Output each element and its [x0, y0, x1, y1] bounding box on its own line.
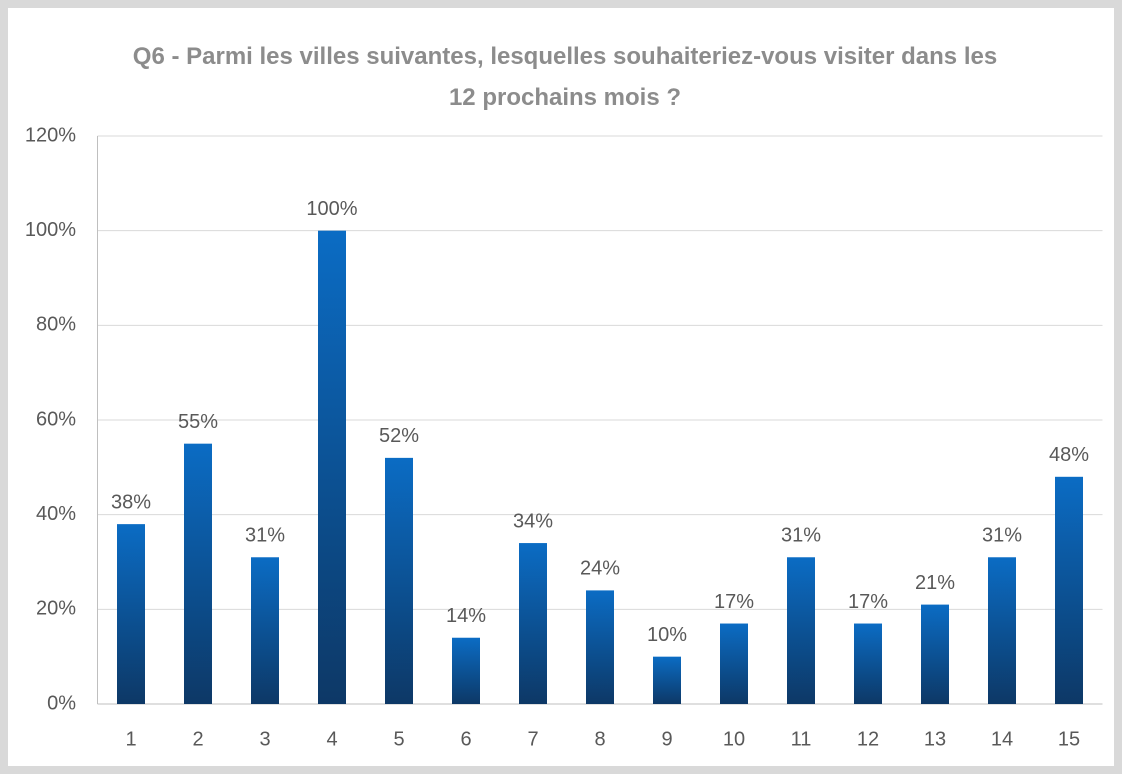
bar — [385, 457, 413, 704]
value-label: 48% — [1049, 444, 1089, 466]
y-tick-label: 120% — [25, 124, 76, 146]
value-label: 31% — [245, 525, 285, 547]
value-label: 10% — [647, 624, 687, 646]
y-tick-label: 20% — [36, 598, 76, 620]
x-tick-label: 7 — [527, 728, 538, 750]
value-label: 34% — [513, 510, 553, 532]
bar — [787, 557, 815, 704]
value-label: 17% — [714, 591, 754, 613]
x-tick-label: 9 — [661, 728, 672, 750]
bar — [720, 623, 748, 704]
value-label: 38% — [111, 491, 151, 513]
value-label: 31% — [781, 525, 821, 547]
x-tick-label: 5 — [393, 728, 404, 750]
x-tick-label: 3 — [259, 728, 270, 750]
x-tick-label: 4 — [326, 728, 337, 750]
y-tick-label: 0% — [47, 692, 76, 714]
x-tick-label: 11 — [791, 728, 812, 750]
y-tick-label: 40% — [36, 503, 76, 525]
x-tick-label: 2 — [192, 728, 203, 750]
bar — [1055, 476, 1083, 704]
x-tick-label: 8 — [594, 728, 605, 750]
y-tick-label: 80% — [36, 314, 76, 336]
bar — [452, 637, 480, 704]
bar — [854, 623, 882, 704]
x-tick-label: 1 — [125, 728, 136, 750]
chart-title: Q6 - Parmi les villes suivantes, lesquel… — [132, 43, 998, 111]
bar — [653, 656, 681, 704]
bar — [117, 524, 145, 704]
bar — [318, 230, 346, 704]
value-label: 31% — [982, 525, 1022, 547]
value-label: 17% — [848, 591, 888, 613]
bar — [586, 590, 614, 704]
value-label: 52% — [379, 425, 419, 447]
value-label: 14% — [446, 605, 486, 627]
x-tick-label: 6 — [460, 728, 471, 750]
bar — [988, 557, 1016, 704]
y-tick-label: 100% — [25, 219, 76, 241]
bar — [184, 443, 212, 704]
bar — [519, 543, 547, 704]
x-tick-label: 14 — [991, 728, 1013, 750]
y-tick-label: 60% — [36, 408, 76, 430]
value-label: 24% — [580, 558, 620, 580]
value-label: 100% — [306, 198, 357, 220]
x-tick-label: 12 — [857, 728, 879, 750]
x-tick-label: 15 — [1058, 728, 1080, 750]
x-tick-label: 10 — [723, 728, 745, 750]
value-label: 55% — [178, 411, 218, 433]
value-label: 21% — [915, 572, 955, 594]
x-tick-label: 13 — [924, 728, 946, 750]
bar — [251, 557, 279, 704]
bar — [921, 604, 949, 704]
